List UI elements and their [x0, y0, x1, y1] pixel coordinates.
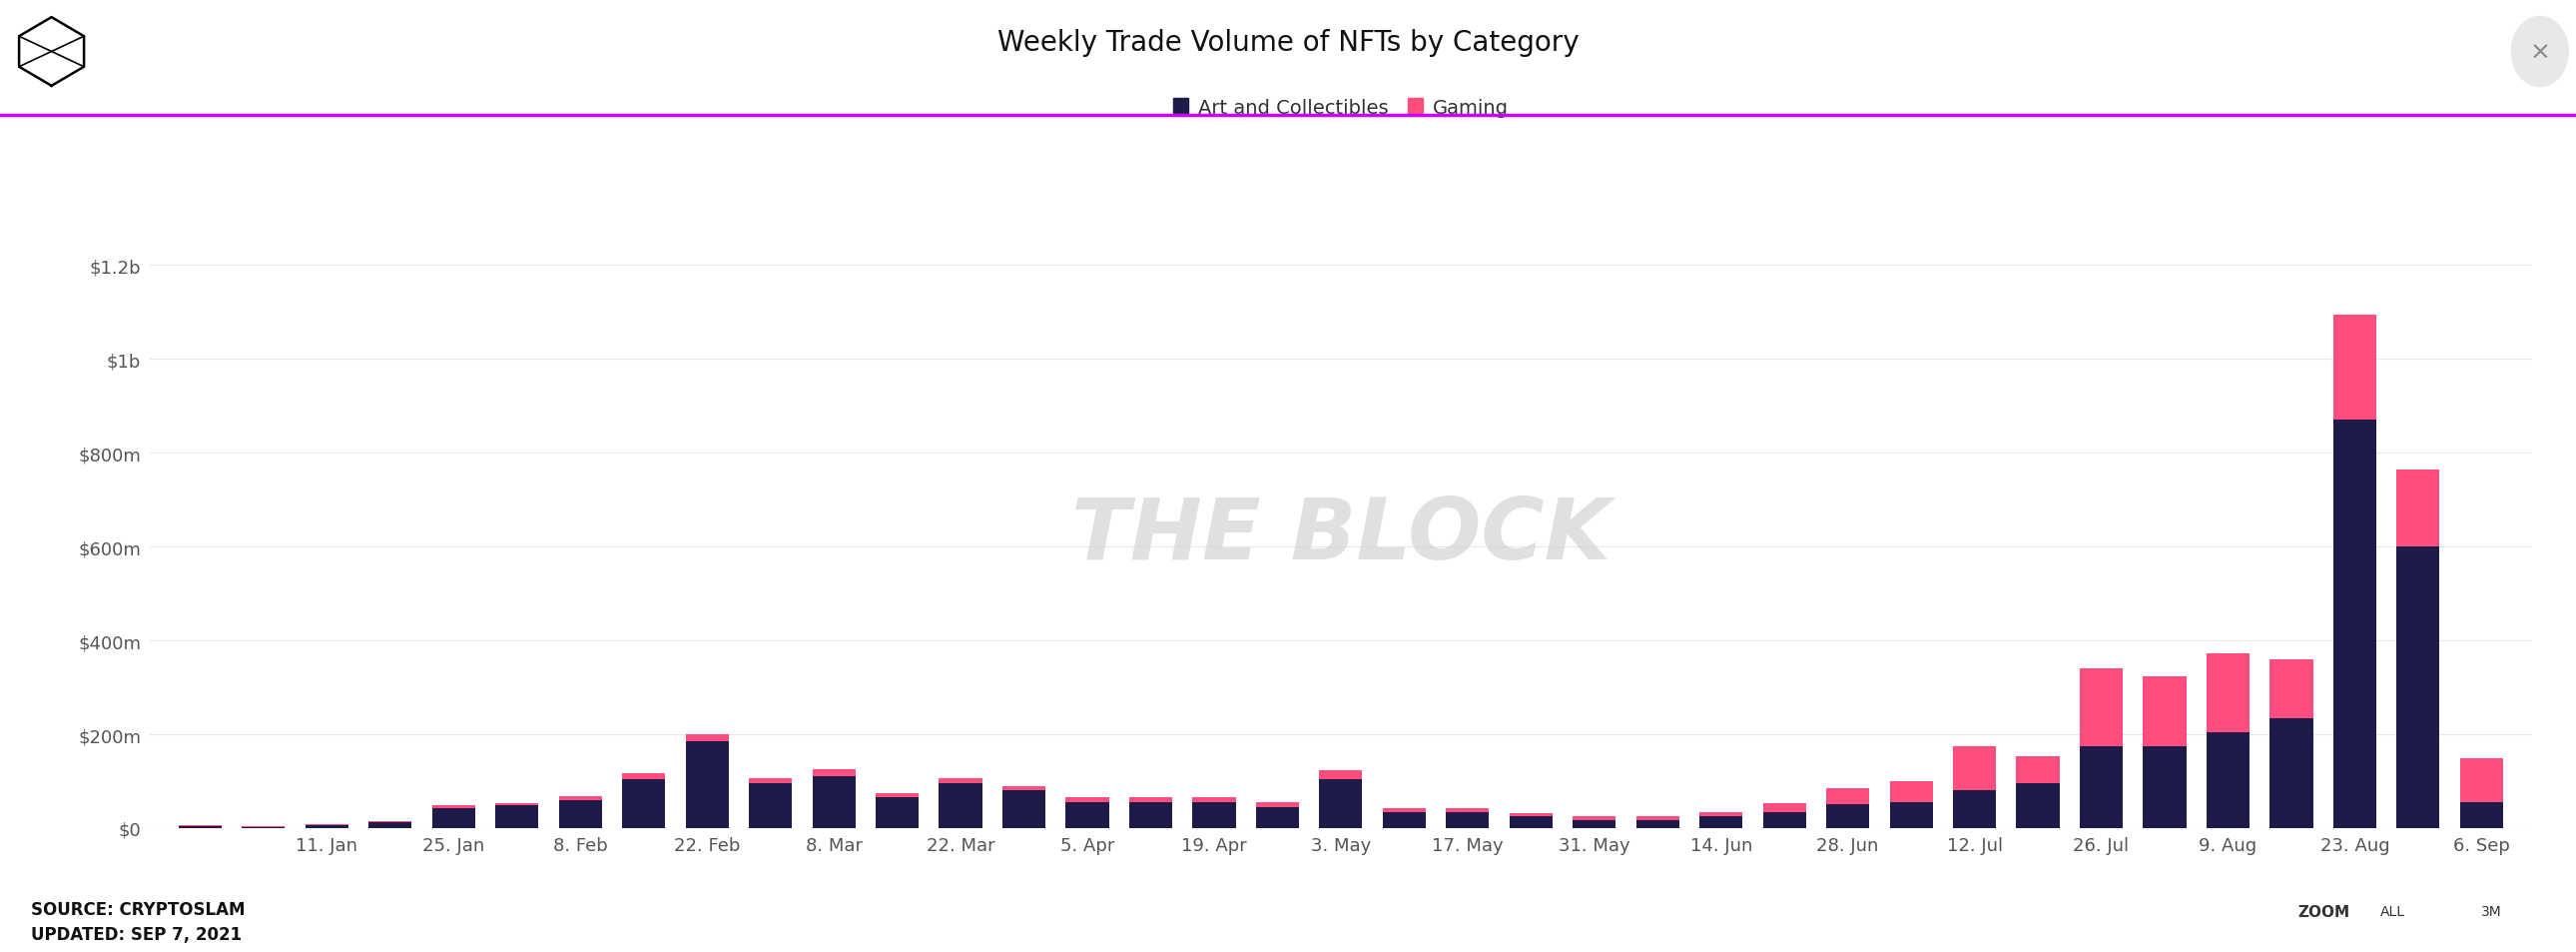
Bar [1636, 820, 1680, 828]
Bar [623, 773, 665, 779]
Bar [2079, 746, 2123, 828]
Bar [1383, 808, 1425, 812]
Bar [1319, 770, 1363, 779]
Bar [685, 742, 729, 828]
Bar [495, 805, 538, 828]
Bar [685, 735, 729, 742]
Bar [2017, 757, 2058, 783]
Bar [1319, 779, 1363, 828]
Bar [876, 793, 920, 798]
Text: 3M: 3M [2481, 904, 2501, 919]
Bar [2079, 669, 2123, 746]
Bar [1574, 820, 1615, 828]
Bar [940, 783, 981, 828]
Bar [623, 779, 665, 828]
Bar [433, 808, 474, 828]
Bar [2269, 660, 2313, 718]
Bar [811, 777, 855, 828]
Bar [1066, 798, 1108, 803]
Text: ALL: ALL [2380, 904, 2406, 919]
Bar [368, 823, 412, 828]
Text: ZOOM: ZOOM [2298, 904, 2349, 920]
Bar [1953, 746, 1996, 791]
Bar [1128, 803, 1172, 828]
Bar [811, 769, 855, 777]
Bar [1193, 797, 1236, 803]
Legend: Art and Collectibles, Gaming: Art and Collectibles, Gaming [1170, 94, 1512, 121]
Bar [242, 827, 286, 828]
Bar [559, 800, 603, 828]
Bar [2396, 547, 2439, 828]
Bar [1574, 817, 1615, 820]
Bar [2396, 469, 2439, 547]
Bar [940, 778, 981, 783]
Bar [178, 826, 222, 828]
Bar [1128, 797, 1172, 803]
Text: ×: × [2530, 40, 2550, 65]
Bar [433, 805, 474, 808]
Bar [1762, 803, 1806, 812]
Bar [2143, 677, 2187, 746]
Text: SOURCE: CRYPTOSLAM
UPDATED: SEP 7, 2021: SOURCE: CRYPTOSLAM UPDATED: SEP 7, 2021 [31, 900, 245, 942]
Bar [2334, 315, 2375, 421]
Bar [1700, 817, 1741, 828]
Bar [1257, 803, 1298, 807]
Bar [2017, 783, 2058, 828]
Bar [1257, 807, 1298, 828]
Bar [1445, 808, 1489, 812]
Bar [1762, 812, 1806, 828]
Bar [1953, 791, 1996, 828]
Bar [750, 783, 791, 828]
Bar [2460, 758, 2504, 803]
Bar [307, 825, 348, 828]
Bar [1636, 817, 1680, 820]
Bar [876, 798, 920, 828]
Bar [1066, 803, 1108, 828]
Bar [1510, 817, 1553, 828]
Bar [1002, 786, 1046, 791]
Text: YTD: YTD [2427, 904, 2458, 919]
Bar [1826, 788, 1870, 804]
Bar [1891, 803, 1932, 828]
Bar [1826, 804, 1870, 828]
Text: THE BLOCK: THE BLOCK [1072, 494, 1610, 577]
Bar [1700, 812, 1741, 817]
Bar [1445, 812, 1489, 828]
Bar [2269, 718, 2313, 828]
Bar [495, 803, 538, 805]
Bar [1193, 803, 1236, 828]
Bar [2143, 746, 2187, 828]
Bar [1002, 791, 1046, 828]
Bar [368, 822, 412, 823]
Bar [2460, 803, 2504, 828]
Bar [1383, 812, 1425, 828]
Bar [750, 778, 791, 783]
Bar [1891, 782, 1932, 803]
Circle shape [2512, 17, 2568, 88]
Bar [1510, 813, 1553, 817]
Bar [2334, 421, 2375, 828]
Bar [559, 796, 603, 800]
Bar [2208, 732, 2249, 828]
Bar [2208, 653, 2249, 732]
Text: Weekly Trade Volume of NFTs by Category: Weekly Trade Volume of NFTs by Category [997, 29, 1579, 57]
